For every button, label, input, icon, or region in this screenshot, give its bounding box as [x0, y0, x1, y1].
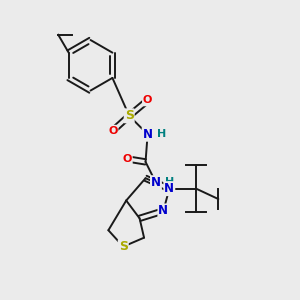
Text: N: N	[158, 204, 168, 218]
Text: O: O	[108, 126, 118, 136]
Text: N: N	[142, 128, 153, 141]
Text: H: H	[166, 177, 175, 187]
Text: N: N	[164, 182, 174, 195]
Text: O: O	[122, 154, 132, 164]
Text: H: H	[157, 129, 167, 139]
Text: N: N	[151, 176, 161, 189]
Text: S: S	[119, 240, 128, 253]
Text: S: S	[125, 109, 134, 122]
Text: O: O	[143, 95, 152, 105]
